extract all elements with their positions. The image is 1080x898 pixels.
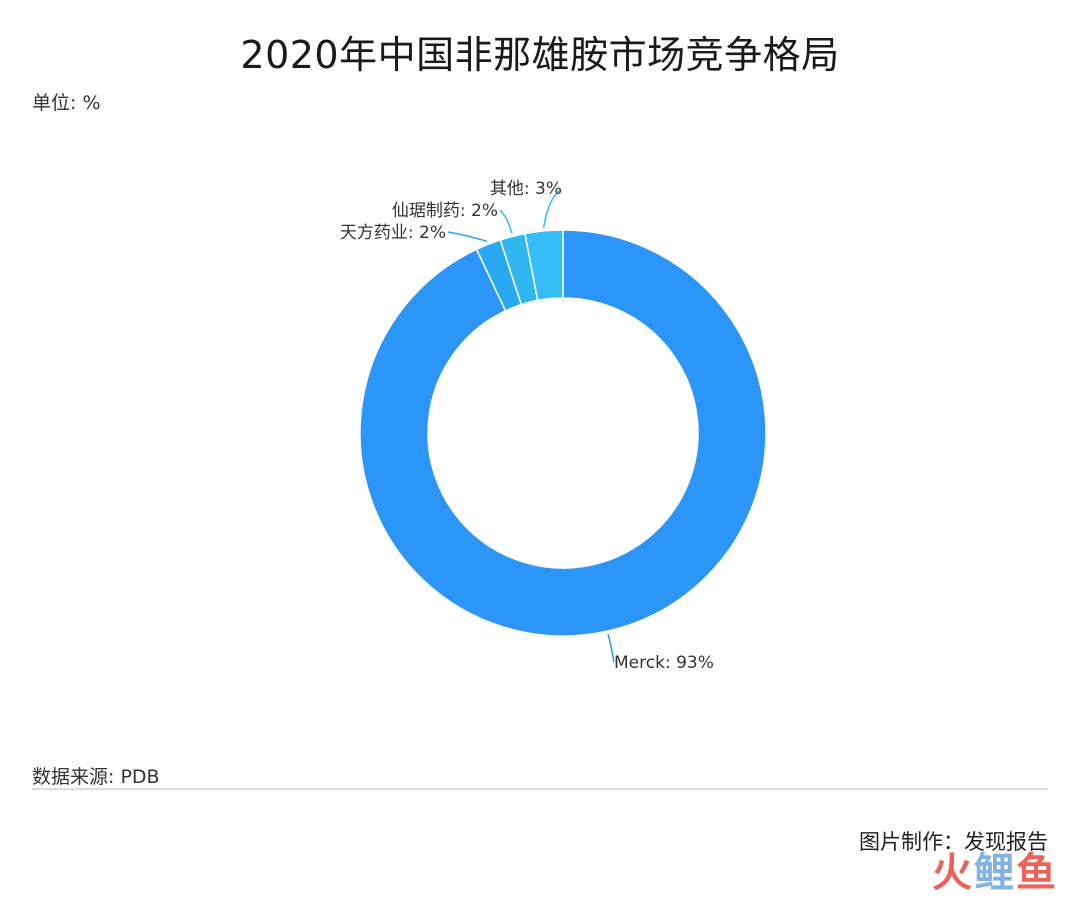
- leader-line-1: [447, 231, 488, 243]
- footer-divider: [32, 788, 1048, 790]
- data-source: 数据来源: PDB: [32, 766, 160, 788]
- slice-label-1: 天方药业: 2%: [340, 223, 446, 243]
- unit-label: 单位: %: [32, 92, 101, 114]
- leader-line-2: [499, 209, 513, 234]
- slice-label-2: 仙琚制药: 2%: [392, 201, 498, 221]
- donut-slice-0: [359, 229, 767, 637]
- watermark-char-3: 鱼: [1016, 850, 1058, 896]
- chart-title: 2020年中国非那雄胺市场竞争格局: [240, 33, 840, 77]
- leader-lines-layer: [447, 189, 615, 663]
- watermark-logo: 火鲤鱼: [932, 840, 1058, 898]
- leader-line-0: [607, 633, 615, 663]
- slice-label-0: Merck: 93%: [614, 653, 714, 673]
- watermark-char-2: 鲤: [974, 850, 1016, 896]
- donut-slice-3: [524, 229, 564, 302]
- slice-label-3: 其他: 3%: [490, 179, 562, 199]
- watermark-char-1: 火: [932, 850, 974, 896]
- credit-label: 图片制作：发现报告: [859, 830, 1048, 854]
- leader-line-3: [542, 189, 561, 229]
- slice-labels-layer: Merck: 93% 天方药业: 2%仙琚制药: 2%其他: 3%: [340, 179, 714, 673]
- slices-layer: [359, 229, 767, 637]
